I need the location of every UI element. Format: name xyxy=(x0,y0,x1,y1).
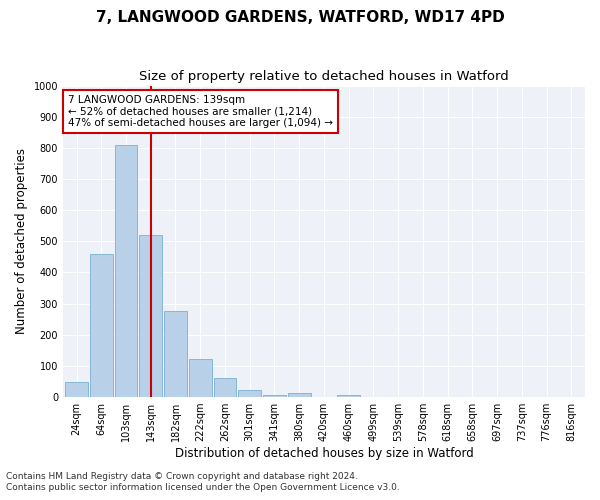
Bar xyxy=(65,382,88,397)
Bar xyxy=(139,235,162,397)
Bar xyxy=(189,359,212,397)
Bar xyxy=(337,394,360,397)
Y-axis label: Number of detached properties: Number of detached properties xyxy=(15,148,28,334)
Bar xyxy=(263,394,286,397)
Title: Size of property relative to detached houses in Watford: Size of property relative to detached ho… xyxy=(139,70,509,83)
X-axis label: Distribution of detached houses by size in Watford: Distribution of detached houses by size … xyxy=(175,447,473,460)
Bar xyxy=(164,312,187,397)
Text: 7, LANGWOOD GARDENS, WATFORD, WD17 4PD: 7, LANGWOOD GARDENS, WATFORD, WD17 4PD xyxy=(95,10,505,25)
Bar xyxy=(115,144,137,397)
Text: Contains HM Land Registry data © Crown copyright and database right 2024.
Contai: Contains HM Land Registry data © Crown c… xyxy=(6,472,400,492)
Text: 7 LANGWOOD GARDENS: 139sqm
← 52% of detached houses are smaller (1,214)
47% of s: 7 LANGWOOD GARDENS: 139sqm ← 52% of deta… xyxy=(68,95,333,128)
Bar xyxy=(238,390,261,397)
Bar xyxy=(288,394,311,397)
Bar xyxy=(90,254,113,397)
Bar xyxy=(214,378,236,397)
